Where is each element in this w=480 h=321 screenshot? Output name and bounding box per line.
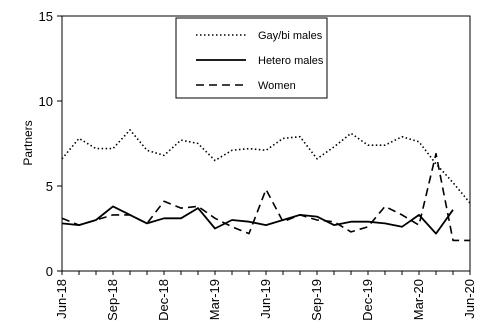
x-tick-label: Sep-19 — [309, 279, 324, 321]
series-line-women — [61, 152, 470, 242]
legend-label: Women — [258, 80, 296, 92]
series-line-hetero-males — [61, 205, 454, 235]
x-tick-label: Jun-18 — [54, 279, 69, 319]
y-tick-label: 10 — [39, 94, 53, 109]
y-tick-label: 15 — [39, 9, 53, 24]
series-line-gay-bi-males — [61, 129, 471, 204]
y-tick-label: 0 — [46, 264, 53, 279]
legend-label: Hetero males — [258, 55, 324, 67]
legend-label: Gay/bi males — [258, 30, 323, 42]
x-tick-label: Mar-19 — [207, 279, 222, 320]
series-lines — [61, 129, 471, 242]
y-tick-label: 5 — [46, 179, 53, 194]
x-tick-label: Dec-18 — [156, 279, 171, 321]
x-tick-label: Mar-20 — [411, 279, 426, 320]
x-tick-label: Jun-20 — [462, 279, 477, 319]
axes: 0 5 10 15 Jun-18 Sep-18 Dec-18 Mar-19 Jun-19 Sep-… — [39, 9, 477, 321]
x-tick-label: Sep-18 — [105, 279, 120, 321]
y-axis-title: Partners — [21, 120, 35, 165]
legend: Gay/bi males Hetero males Women — [175, 17, 328, 99]
x-tick-label: Dec-19 — [360, 279, 375, 321]
x-tick-label: Jun-19 — [258, 279, 273, 319]
